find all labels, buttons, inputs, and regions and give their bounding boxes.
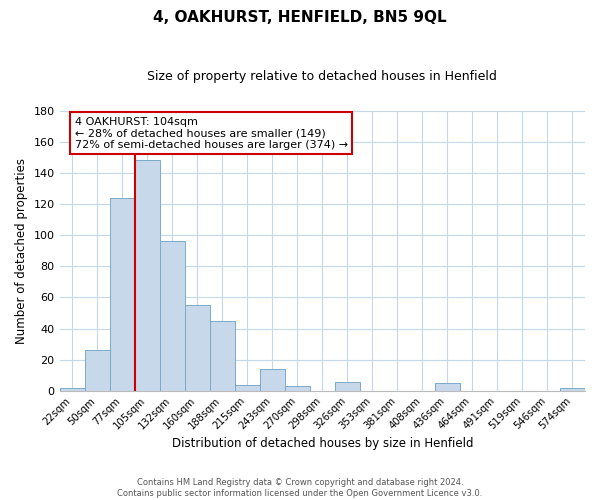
- Bar: [85, 350, 110, 391]
- Bar: [285, 386, 310, 391]
- Text: 4, OAKHURST, HENFIELD, BN5 9QL: 4, OAKHURST, HENFIELD, BN5 9QL: [153, 10, 447, 25]
- Bar: [160, 242, 185, 391]
- Bar: [185, 306, 209, 391]
- X-axis label: Distribution of detached houses by size in Henfield: Distribution of detached houses by size …: [172, 437, 473, 450]
- Bar: [435, 383, 460, 391]
- Bar: [110, 198, 134, 391]
- Bar: [134, 160, 160, 391]
- Bar: [335, 382, 360, 391]
- Bar: [59, 388, 85, 391]
- Bar: [209, 321, 235, 391]
- Y-axis label: Number of detached properties: Number of detached properties: [15, 158, 28, 344]
- Text: Contains HM Land Registry data © Crown copyright and database right 2024.
Contai: Contains HM Land Registry data © Crown c…: [118, 478, 482, 498]
- Bar: [235, 384, 260, 391]
- Text: 4 OAKHURST: 104sqm
← 28% of detached houses are smaller (149)
72% of semi-detach: 4 OAKHURST: 104sqm ← 28% of detached hou…: [74, 117, 347, 150]
- Bar: [260, 369, 285, 391]
- Bar: [560, 388, 585, 391]
- Title: Size of property relative to detached houses in Henfield: Size of property relative to detached ho…: [148, 70, 497, 83]
